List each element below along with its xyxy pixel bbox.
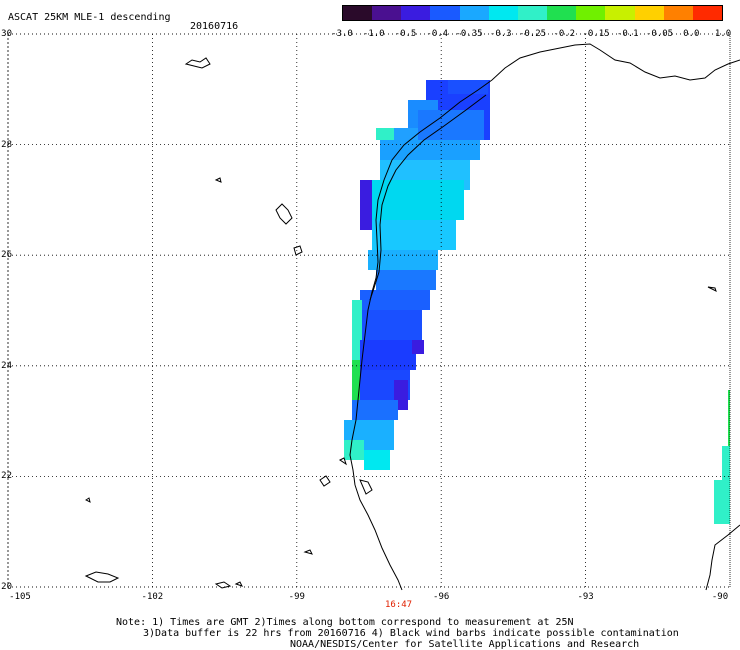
swath-cell <box>728 390 730 446</box>
colorbar-label: -0.05 <box>645 29 674 39</box>
time-label: 16:47 <box>385 600 413 610</box>
colorbar-swatch <box>663 6 693 20</box>
swath-cell <box>418 110 484 140</box>
swath-cell <box>352 360 360 410</box>
longitude-label: -93 <box>577 592 594 602</box>
note-line-2: 3)Data buffer is 22 hrs from 20160716 4)… <box>143 628 679 639</box>
swath-cell <box>412 340 424 354</box>
mle-swath <box>344 80 730 524</box>
latitude-label: 22 <box>1 471 12 482</box>
swath-cell <box>714 480 730 524</box>
swath-cell <box>376 270 436 290</box>
colorbar-label: -0.2 <box>553 29 576 39</box>
longitude-label: -105 <box>9 592 31 602</box>
latitude-label: 20 <box>1 582 12 592</box>
colorbar <box>342 5 723 21</box>
colorbar-swatch <box>634 6 664 20</box>
coastline <box>84 43 740 591</box>
frame-border <box>7 33 731 588</box>
swath-cell <box>372 180 464 220</box>
swath-cell <box>722 446 730 480</box>
swath-cell <box>344 440 364 460</box>
colorbar-label: -0.4 <box>426 29 449 39</box>
colorbar-swatch <box>459 6 489 20</box>
map-date: 20160716 <box>190 21 239 32</box>
colorbar-swatch <box>430 6 460 20</box>
swath-cell <box>362 310 422 340</box>
colorbar-swatch <box>372 6 402 20</box>
colorbar-swatch <box>547 6 577 20</box>
colorbar-label: -1.0 <box>362 29 385 39</box>
map-title: ASCAT 25KM MLE-1 descending <box>8 12 171 23</box>
swath-cell <box>376 128 394 140</box>
longitude-label: -96 <box>433 592 450 602</box>
note-line-1: Note: 1) Times are GMT 2)Times along bot… <box>116 617 574 628</box>
colorbar-label: -0.5 <box>394 29 417 39</box>
latitude-label: 26 <box>1 250 12 261</box>
swath-cell <box>360 340 416 370</box>
latitude-label: 24 <box>1 360 12 371</box>
colorbar-swatch <box>488 6 518 20</box>
longitude-label: -102 <box>141 592 164 602</box>
plot-frame <box>7 33 731 588</box>
colorbar-label: -0.1 <box>616 29 639 39</box>
colorbar-swatch <box>692 6 723 20</box>
longitude-label: -99 <box>288 592 305 602</box>
swath-cell <box>364 450 390 470</box>
swath-cell <box>360 180 372 230</box>
latitude-label: 30 <box>1 29 12 39</box>
colorbar-label: -0.3 <box>489 29 512 39</box>
swath-cell <box>352 400 398 420</box>
colorbar-swatch <box>517 6 548 20</box>
colorbar-label: 0.0 <box>683 29 700 39</box>
colorbar-swatch <box>605 6 635 20</box>
colorbar-label: -0.35 <box>455 29 483 39</box>
colorbar-swatch <box>401 6 431 20</box>
swath-cell <box>368 250 438 270</box>
longitude-label: -90 <box>711 592 729 602</box>
swath-cell <box>352 300 362 360</box>
colorbar-label: 1.0 <box>714 29 732 39</box>
colorbar-label: -0.15 <box>582 29 610 39</box>
latitude-label: 28 <box>1 139 12 150</box>
swath-cell <box>360 290 430 310</box>
colorbar-label: -0.25 <box>518 29 547 39</box>
note-line-3: NOAA/NESDIS/Center for Satellite Applica… <box>290 639 640 650</box>
colorbar-label: -3.0 <box>331 29 353 39</box>
colorbar-swatch <box>343 6 373 20</box>
swath-cell <box>372 220 456 250</box>
colorbar-swatch <box>576 6 606 20</box>
